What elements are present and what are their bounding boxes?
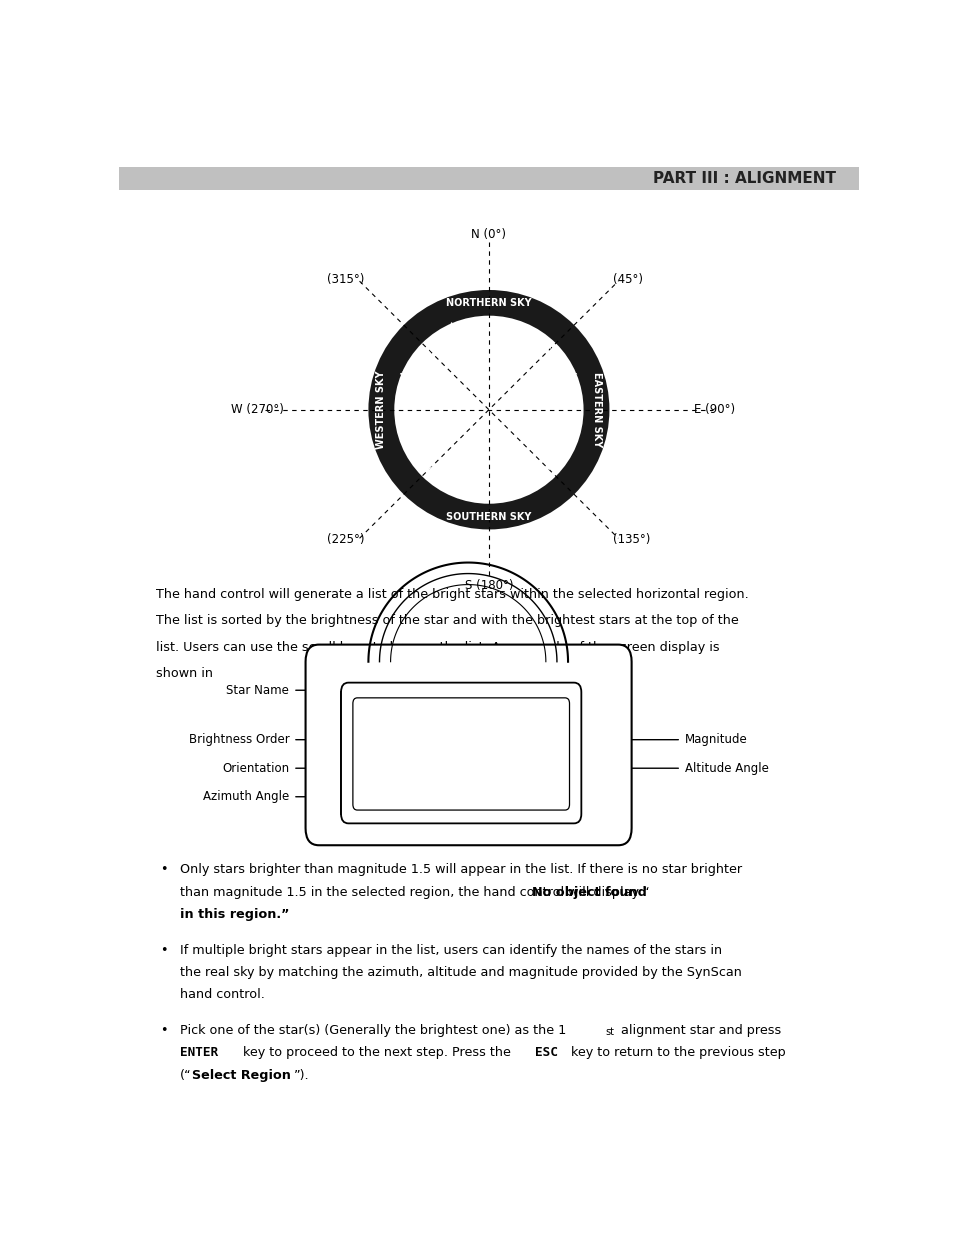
FancyBboxPatch shape (119, 167, 858, 190)
Text: Select Region: Select Region (192, 1068, 291, 1082)
Ellipse shape (438, 359, 538, 459)
Text: 1. Capella: 1. Capella (365, 734, 445, 750)
Text: S (180°): S (180°) (464, 579, 513, 592)
Text: The hand control will generate a list of the bright stars within the selected ho: The hand control will generate a list of… (156, 588, 748, 600)
Text: ”).: ”). (294, 1068, 309, 1082)
Text: (“: (“ (180, 1068, 192, 1082)
Text: SOUTHERN SKY: SOUTHERN SKY (446, 511, 531, 521)
Text: Orientation: Orientation (222, 762, 289, 774)
Text: If multiple bright stars appear in the list, users can identify the names of the: If multiple bright stars appear in the l… (180, 944, 721, 957)
Text: Star Name: Star Name (226, 684, 289, 697)
Text: 0.1 ‡: 0.1 ‡ (535, 734, 573, 750)
Text: ENTER: ENTER (180, 1046, 218, 1060)
Text: key to proceed to the next step. Press the: key to proceed to the next step. Press t… (239, 1046, 515, 1060)
Text: (315°): (315°) (327, 273, 364, 287)
Text: WESTERN SKY: WESTERN SKY (375, 370, 386, 450)
Text: shown in: shown in (156, 667, 213, 680)
Text: hand control.: hand control. (180, 988, 265, 1002)
Text: list. Users can use the scroll keys to browse the list. An example of the screen: list. Users can use the scroll keys to b… (156, 641, 720, 653)
Text: W (270°): W (270°) (231, 403, 283, 416)
Text: Azimuth Angle: Azimuth Angle (203, 790, 289, 803)
Text: •: • (160, 863, 167, 877)
Text: The list is sorted by the brightness of the star and with the brightest stars at: The list is sorted by the brightness of … (156, 614, 739, 627)
Text: SOUTHWEST SKY: SOUTHWEST SKY (400, 440, 458, 498)
Text: E (90°): E (90°) (694, 403, 735, 416)
Text: (45°): (45°) (613, 273, 642, 287)
Text: Magnitude: Magnitude (684, 734, 747, 746)
Text: Brightness Order: Brightness Order (189, 734, 289, 746)
Text: the real sky by matching the azimuth, altitude and magnitude provided by the Syn: the real sky by matching the azimuth, al… (180, 966, 741, 979)
Ellipse shape (416, 337, 560, 482)
Text: than magnitude 1.5 in the selected region, the hand control will display “: than magnitude 1.5 in the selected regio… (180, 885, 649, 899)
Text: •: • (160, 944, 167, 957)
Text: SOUTHEAST SKY: SOUTHEAST SKY (519, 440, 576, 496)
Text: EASTERN SKY: EASTERN SKY (591, 372, 601, 447)
Ellipse shape (416, 337, 560, 482)
Text: PART III : ALIGNMENT: PART III : ALIGNMENT (653, 172, 836, 186)
Text: st: st (604, 1026, 614, 1037)
Text: NE   35.3: NE 35.3 (365, 763, 437, 778)
Text: Only stars brighter than magnitude 1.5 will appear in the list. If there is no s: Only stars brighter than magnitude 1.5 w… (180, 863, 741, 877)
FancyBboxPatch shape (353, 698, 569, 810)
Text: Altitude Angle: Altitude Angle (684, 762, 768, 774)
Text: (135°): (135°) (613, 534, 650, 546)
Ellipse shape (438, 359, 538, 459)
Text: ESC: ESC (535, 1046, 558, 1060)
Text: alignment star and press: alignment star and press (617, 1024, 781, 1037)
Text: key to return to the previous step: key to return to the previous step (566, 1046, 784, 1060)
FancyBboxPatch shape (305, 645, 631, 845)
Text: 15.7: 15.7 (535, 763, 570, 778)
Ellipse shape (394, 316, 583, 504)
Text: in this region.”: in this region.” (180, 908, 289, 921)
Text: (225°): (225°) (327, 534, 364, 546)
Text: N (0°): N (0°) (471, 227, 506, 241)
Text: No object found: No object found (531, 885, 646, 899)
Text: Pick one of the star(s) (Generally the brightest one) as the 1: Pick one of the star(s) (Generally the b… (180, 1024, 565, 1037)
Text: NORTHEAST SKY: NORTHEAST SKY (519, 322, 576, 379)
Text: NORTHERN SKY: NORTHERN SKY (446, 298, 531, 308)
Text: NORTHWEST SKY: NORTHWEST SKY (400, 321, 458, 380)
Ellipse shape (368, 290, 609, 530)
Text: •: • (160, 1024, 167, 1037)
FancyBboxPatch shape (341, 683, 580, 824)
Ellipse shape (394, 316, 583, 504)
